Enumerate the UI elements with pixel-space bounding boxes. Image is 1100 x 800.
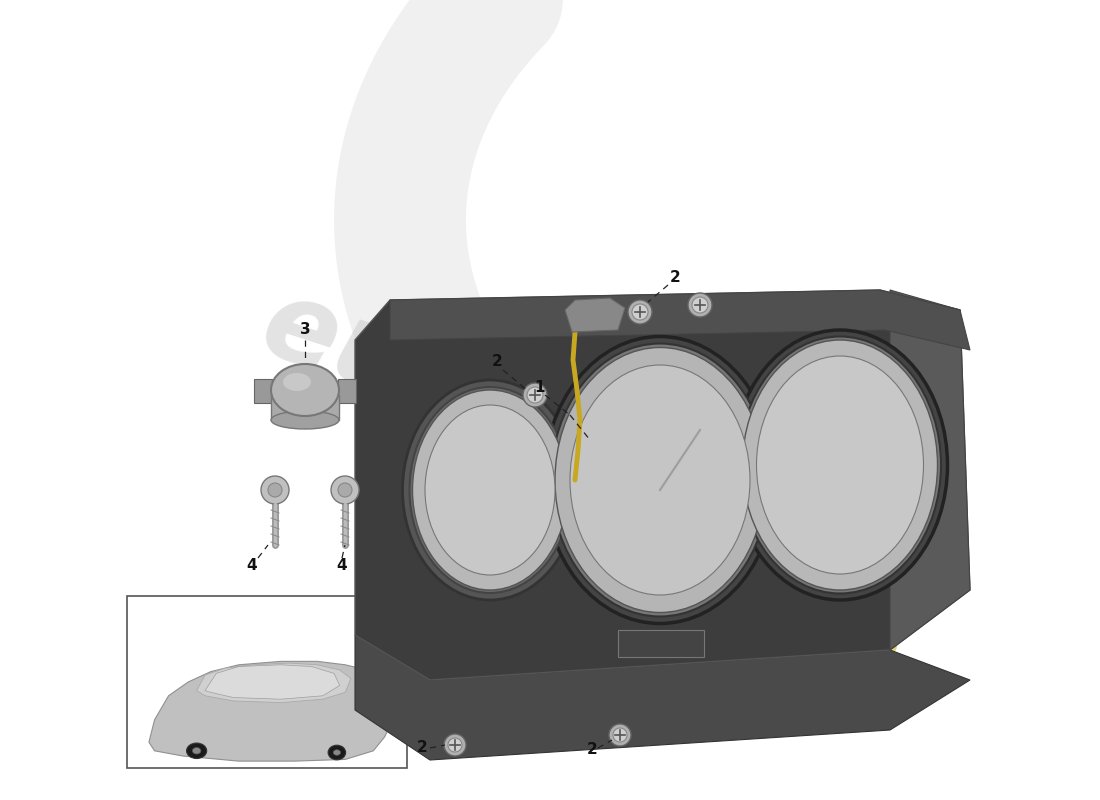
Polygon shape [148, 662, 398, 761]
Polygon shape [390, 290, 970, 350]
Polygon shape [355, 635, 970, 760]
Circle shape [338, 483, 352, 497]
Ellipse shape [283, 373, 311, 391]
Circle shape [448, 738, 462, 752]
Ellipse shape [570, 365, 750, 595]
Circle shape [268, 483, 282, 497]
Circle shape [444, 734, 466, 756]
Circle shape [692, 297, 708, 313]
Ellipse shape [187, 743, 207, 758]
Circle shape [522, 383, 547, 407]
Ellipse shape [409, 387, 571, 593]
Ellipse shape [733, 330, 947, 600]
Text: 2: 2 [417, 741, 428, 755]
Ellipse shape [742, 340, 937, 590]
Text: 2: 2 [670, 270, 681, 286]
Text: 1: 1 [535, 381, 546, 395]
Ellipse shape [412, 390, 568, 590]
Text: a passion for parts since 1985: a passion for parts since 1985 [415, 477, 905, 663]
Ellipse shape [757, 356, 924, 574]
FancyBboxPatch shape [338, 379, 356, 403]
Polygon shape [197, 663, 351, 702]
Circle shape [609, 724, 631, 746]
FancyBboxPatch shape [617, 630, 704, 657]
Circle shape [632, 304, 648, 320]
Circle shape [261, 476, 289, 504]
Circle shape [613, 728, 627, 742]
Text: eurospares: eurospares [250, 270, 950, 590]
Ellipse shape [271, 364, 339, 416]
Polygon shape [271, 395, 339, 420]
Ellipse shape [328, 746, 345, 760]
Polygon shape [565, 298, 625, 332]
Circle shape [331, 476, 359, 504]
Text: 2: 2 [586, 742, 597, 758]
Text: 4: 4 [246, 558, 257, 574]
Polygon shape [205, 665, 340, 699]
Bar [126, 596, 407, 768]
Ellipse shape [333, 750, 341, 755]
Ellipse shape [556, 347, 764, 613]
Text: 3: 3 [299, 322, 310, 338]
Ellipse shape [551, 343, 769, 617]
FancyBboxPatch shape [254, 379, 272, 403]
Circle shape [527, 387, 543, 403]
Circle shape [688, 293, 712, 317]
Ellipse shape [425, 405, 556, 575]
Ellipse shape [192, 747, 201, 754]
Polygon shape [355, 290, 970, 680]
Ellipse shape [403, 380, 578, 600]
Text: 2: 2 [492, 354, 503, 370]
Ellipse shape [271, 411, 339, 429]
Text: 4: 4 [337, 558, 348, 574]
Polygon shape [890, 290, 970, 650]
Ellipse shape [544, 337, 776, 623]
Ellipse shape [739, 337, 940, 594]
Circle shape [628, 300, 652, 324]
